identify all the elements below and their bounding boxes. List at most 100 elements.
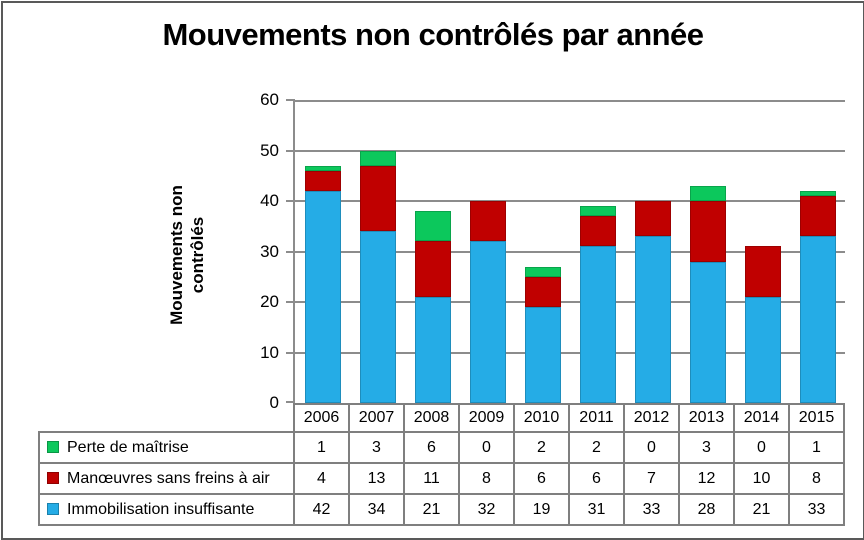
grid-line (295, 149, 845, 152)
legend-cell: Immobilisation insuffisante (38, 493, 295, 526)
y-axis-title-line1: Mouvements non (167, 185, 186, 325)
y-tick-mark (286, 250, 295, 253)
bar-column (570, 100, 625, 403)
y-axis-title: Mouvements non contrôlés (166, 155, 208, 355)
bar-segment-immobilisation (799, 236, 836, 403)
data-value-cell: 6 (568, 462, 625, 495)
y-tick-mark (286, 301, 295, 303)
legend-swatch (47, 502, 59, 515)
legend-swatch (47, 471, 59, 484)
data-value-cell: 21 (403, 493, 460, 526)
legend-cell: Perte de maîtrise (38, 431, 295, 464)
y-axis-title-line2: contrôlés (188, 216, 207, 294)
bar-segment-immobilisation (304, 190, 341, 403)
category-label: 2009 (458, 403, 515, 433)
grid-line (295, 100, 845, 102)
bar-segment-perte (689, 185, 726, 201)
data-value-cell: 6 (513, 462, 570, 495)
bar-column (295, 100, 350, 403)
bar-column (515, 100, 570, 403)
bar-segment-manoeuvres (579, 216, 616, 247)
series-row: Perte de maîtrise 1 3 6 0 2 2 0 3 0 1 (38, 431, 845, 464)
series-row: Immobilisation insuffisante 42 34 21 32 19 31 3… (38, 493, 845, 526)
data-value-cell: 8 (788, 462, 845, 495)
bar-segment-manoeuvres (469, 201, 506, 242)
bar-segment-manoeuvres (634, 201, 671, 237)
data-value-cell: 34 (348, 493, 405, 526)
bar-column (680, 100, 735, 403)
bar-segment-immobilisation (414, 296, 451, 403)
table-blank-cell (39, 404, 294, 432)
data-value-cell: 6 (403, 431, 460, 464)
bar-column (625, 100, 680, 403)
data-value-cell: 28 (678, 493, 735, 526)
data-value-cell: 11 (403, 462, 460, 495)
data-value-cell: 42 (293, 493, 350, 526)
grid-line (295, 351, 845, 354)
bar-segment-manoeuvres (359, 165, 396, 232)
bar-column (790, 100, 845, 403)
data-table: 2006 2007 2008 2009 2010 2011 2012 2013 2014 2015… (38, 403, 845, 526)
bar-segment-immobilisation (744, 296, 781, 403)
bar-segment-manoeuvres (524, 276, 561, 308)
chart-title: Mouvements non contrôlés par année (162, 17, 704, 52)
bar-column (460, 100, 515, 403)
bar-segment-perte (524, 266, 561, 277)
data-value-cell: 21 (733, 493, 790, 526)
bar-segment-immobilisation (469, 241, 506, 403)
data-value-cell: 2 (513, 431, 570, 464)
data-value-cell: 33 (623, 493, 680, 526)
y-tick-label: 20 (260, 292, 279, 311)
bar-segment-perte (304, 165, 341, 171)
y-tick-label: 60 (260, 90, 279, 109)
bar-segment-immobilisation (524, 307, 561, 403)
series-name: Manœuvres sans freins à air (67, 469, 270, 487)
series-name: Immobilisation insuffisante (67, 500, 255, 518)
bar-segment-immobilisation (359, 231, 396, 403)
bar-segment-manoeuvres (799, 195, 836, 237)
series-row: Manœuvres sans freins à air 4 13 11 8 6 6 7 12 10… (38, 462, 845, 495)
bar-segment-perte (414, 211, 451, 242)
category-label: 2010 (513, 403, 570, 433)
y-tick-mark (286, 351, 295, 354)
bar-segment-perte (799, 190, 836, 196)
data-value-cell: 3 (678, 431, 735, 464)
bar-segment-immobilisation (689, 261, 726, 403)
plot-area: 0 10 20 30 40 50 60 (260, 90, 845, 412)
legend-cell: Manœuvres sans freins à air (38, 462, 295, 495)
data-value-cell: 0 (458, 431, 515, 464)
y-tick-label: 40 (260, 191, 279, 210)
data-value-cell: 0 (733, 431, 790, 464)
bar-segment-manoeuvres (414, 241, 451, 297)
bar-segment-manoeuvres (689, 201, 726, 262)
data-value-cell: 2 (568, 431, 625, 464)
bar-segment-perte (359, 150, 396, 166)
y-tick-mark (286, 200, 295, 202)
y-tick-mark (286, 99, 295, 101)
data-value-cell: 8 (458, 462, 515, 495)
bar-column (350, 100, 405, 403)
y-tick-mark (286, 401, 295, 403)
category-label: 2015 (788, 403, 845, 433)
data-value-cell: 12 (678, 462, 735, 495)
grid-line (295, 200, 845, 202)
year-row: 2006 2007 2008 2009 2010 2011 2012 2013 2014 2015 (39, 403, 845, 433)
y-tick-label: 50 (260, 140, 279, 160)
y-tick-label: 10 (260, 342, 279, 362)
data-value-cell: 13 (348, 462, 405, 495)
data-value-cell: 31 (568, 493, 625, 526)
y-tick-label: 0 (269, 393, 279, 412)
category-label: 2011 (568, 403, 625, 433)
category-label: 2014 (733, 403, 790, 433)
y-tick-mark (286, 149, 295, 152)
data-value-cell: 0 (623, 431, 680, 464)
data-value-cell: 7 (623, 462, 680, 495)
bar-segment-immobilisation (579, 246, 616, 403)
bar-segment-perte (579, 206, 616, 217)
grid-line (295, 301, 845, 303)
data-value-cell: 1 (788, 431, 845, 464)
data-value-cell: 3 (348, 431, 405, 464)
category-label: 2008 (403, 403, 460, 433)
data-value-cell: 19 (513, 493, 570, 526)
